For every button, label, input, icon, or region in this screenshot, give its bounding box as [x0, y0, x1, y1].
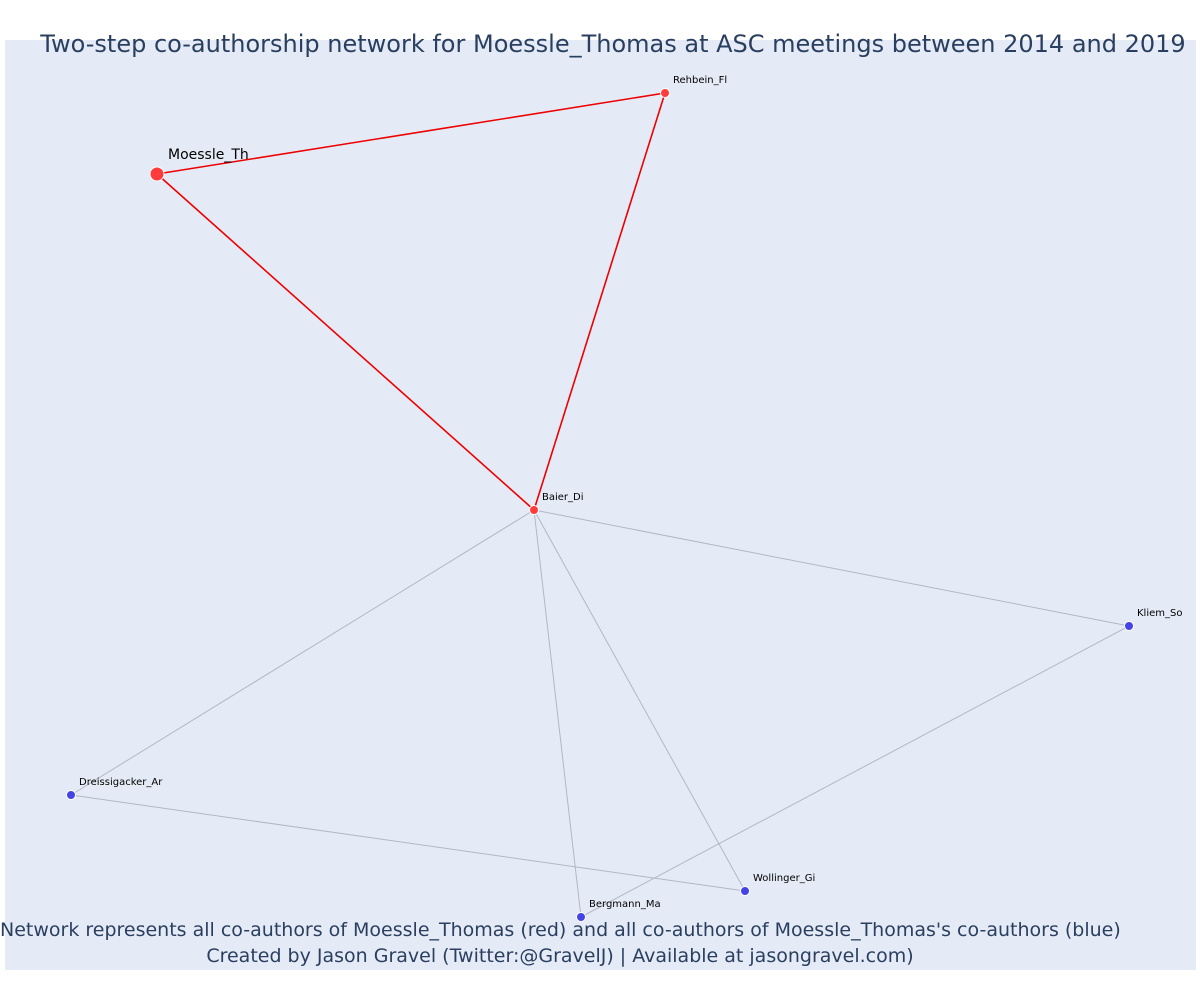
caption-credit: Created by Jason Gravel (Twitter:@Gravel… — [206, 945, 914, 967]
edge-Moessle_Th-Rehbein_Fl — [156, 92, 666, 175]
plot-area — [5, 40, 1196, 970]
edge-Kliem_So-Bergmann_Ma — [580, 625, 1130, 918]
node-label: Baier_Di — [542, 492, 584, 503]
edge-Baier_Di-Kliem_So — [533, 509, 1130, 627]
node-label: Bergmann_Ma — [589, 899, 661, 910]
node-marker[interactable] — [1124, 621, 1134, 631]
node-label: Kliem_So — [1137, 608, 1182, 619]
node-marker[interactable] — [529, 505, 539, 515]
edge-Baier_Di-Bergmann_Ma — [533, 509, 582, 918]
edge-Dreissigacker_Ar-Wollinger_Gi — [70, 794, 746, 892]
edge-layer — [70, 92, 1130, 918]
node-marker[interactable] — [149, 166, 165, 182]
edge-Baier_Di-Wollinger_Gi — [533, 509, 746, 892]
node-label: Moessle_Th — [168, 147, 249, 163]
edge-Moessle_Th-Baier_Di — [156, 173, 535, 511]
node-Baier_Di[interactable]: Baier_Di — [529, 492, 584, 515]
node-marker[interactable] — [660, 88, 670, 98]
node-marker[interactable] — [66, 790, 76, 800]
node-label: Wollinger_Gi — [753, 873, 815, 884]
node-Dreissigacker_Ar[interactable]: Dreissigacker_Ar — [66, 777, 164, 800]
edge-Baier_Di-Dreissigacker_Ar — [70, 509, 535, 796]
node-Bergmann_Ma[interactable]: Bergmann_Ma — [576, 899, 661, 922]
edge-Rehbein_Fl-Baier_Di — [533, 92, 666, 511]
caption-description: Network represents all co-authors of Moe… — [0, 919, 1121, 941]
node-Moessle_Th[interactable]: Moessle_Th — [149, 147, 249, 182]
node-label: Dreissigacker_Ar — [79, 777, 163, 788]
node-marker[interactable] — [740, 886, 750, 896]
node-Wollinger_Gi[interactable]: Wollinger_Gi — [740, 873, 816, 896]
node-label: Rehbein_Fl — [673, 75, 727, 86]
node-layer: Moessle_Th Rehbein_Fl Baier_Di Kliem_So Drei… — [66, 75, 1183, 922]
node-Rehbein_Fl[interactable]: Rehbein_Fl — [660, 75, 728, 98]
chart-title: Two-step co-authorship network for Moess… — [40, 30, 1186, 58]
node-Kliem_So[interactable]: Kliem_So — [1124, 608, 1183, 631]
node-marker[interactable] — [576, 912, 586, 922]
